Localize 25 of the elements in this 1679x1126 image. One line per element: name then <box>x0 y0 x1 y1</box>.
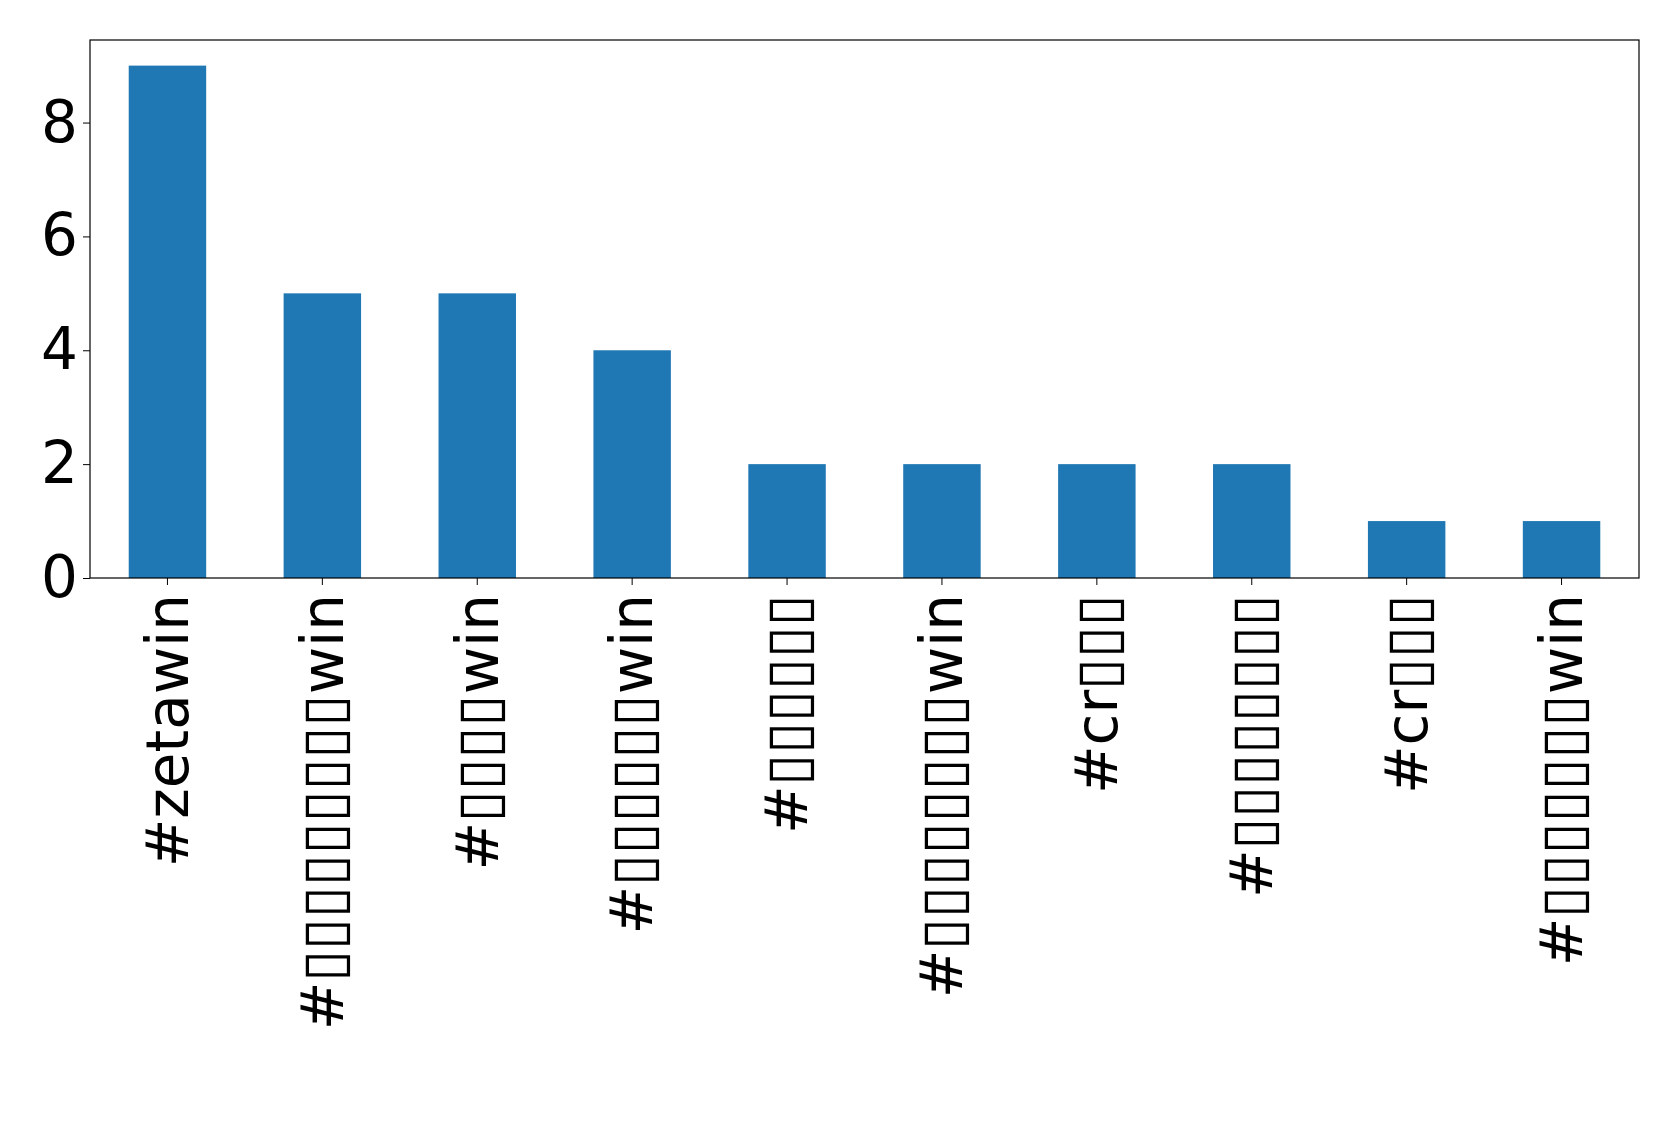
x-tick-label: #▯▯▯▯▯▯win <box>598 594 667 935</box>
bar <box>438 293 516 578</box>
bar <box>1522 521 1601 578</box>
x-tick-label: #▯▯▯▯▯▯▯▯▯win <box>288 594 357 1031</box>
bar <box>593 350 671 578</box>
y-tick-label: 6 <box>41 201 78 270</box>
y-tick-label: 8 <box>41 87 78 156</box>
bar <box>748 464 826 578</box>
x-tick-label: #▯▯▯▯▯▯▯▯win <box>908 594 977 999</box>
x-tick-label: #cr▯▯▯ <box>1372 594 1441 795</box>
bar <box>903 464 981 578</box>
y-tick-label: 4 <box>41 315 78 384</box>
x-tick-label: #cr▯▯▯ <box>1063 594 1132 795</box>
bar <box>1367 521 1446 578</box>
y-tick-label: 2 <box>41 429 78 498</box>
bar <box>128 65 207 578</box>
x-tick-label: #zetawin <box>133 594 202 868</box>
x-tick-label: #▯▯▯▯▯▯▯▯ <box>1218 594 1287 898</box>
x-tick-label: #▯▯▯▯▯▯ <box>753 594 822 835</box>
bar <box>283 293 362 578</box>
y-tick-label: 0 <box>41 543 78 612</box>
bar <box>1058 464 1136 578</box>
x-tick-label: #▯▯▯▯▯▯▯win <box>1527 594 1596 967</box>
x-tick-label: #▯▯▯▯win <box>443 594 512 871</box>
bar <box>1213 464 1291 578</box>
